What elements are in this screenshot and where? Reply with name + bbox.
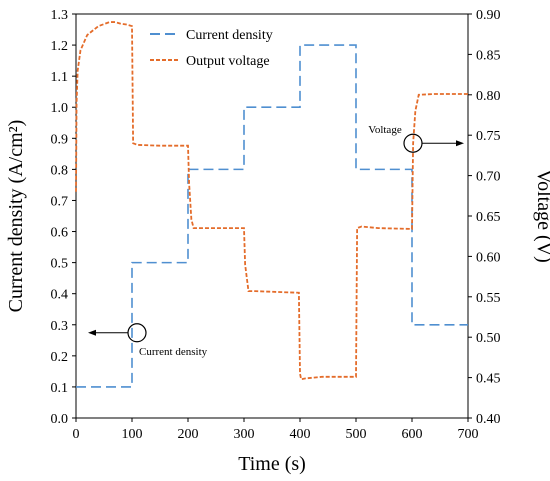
y-right-tick-label: 0.40 bbox=[476, 412, 501, 427]
plot-frame bbox=[75, 13, 469, 419]
legend-label-1: Output voltage bbox=[186, 54, 270, 69]
y-left-tick-label: 0.2 bbox=[51, 350, 69, 365]
y-left-tick-label: 0.6 bbox=[51, 226, 69, 241]
y-right-tick-label: 0.85 bbox=[476, 48, 501, 63]
y-left-tick-label: 1.0 bbox=[51, 101, 69, 116]
x-tick-label: 200 bbox=[178, 427, 199, 442]
y-left-tick-label: 0.1 bbox=[51, 381, 69, 396]
y-right-tick-label: 0.70 bbox=[476, 170, 501, 185]
x-tick-label: 300 bbox=[234, 427, 255, 442]
y-axis-left-title: Current density (A/cm²) bbox=[5, 120, 27, 313]
y-left-tick-label: 0.4 bbox=[51, 288, 69, 303]
x-tick-label: 400 bbox=[290, 427, 311, 442]
x-tick-label: 100 bbox=[122, 427, 143, 442]
series-line-1 bbox=[75, 21, 468, 381]
y-left-tick-label: 0.9 bbox=[51, 132, 69, 147]
series-layer bbox=[75, 21, 468, 388]
axes: 0 100 200 300 400 500 600 700 0.0 0.1 0.2 0.3 0.4 0.5… bbox=[51, 8, 501, 442]
y-left-tick-label: 1.2 bbox=[51, 39, 69, 54]
annotations: Current density Voltage bbox=[88, 124, 464, 358]
annotation-arrowhead-current bbox=[88, 329, 96, 336]
y-right-tick-label: 0.45 bbox=[476, 372, 501, 387]
y-left-tick-label: 0.0 bbox=[51, 412, 69, 427]
y-axis-right-title: Voltage (V) bbox=[533, 169, 550, 263]
annotation-label-voltage: Voltage bbox=[368, 124, 402, 136]
annotation-arrowhead-voltage bbox=[456, 140, 464, 147]
y-left-tick-label: 0.3 bbox=[51, 319, 69, 334]
y-right-tick-label: 0.55 bbox=[476, 291, 501, 306]
y-right-tick-label: 0.60 bbox=[476, 250, 501, 265]
y-right-tick-label: 0.65 bbox=[476, 210, 501, 225]
y-right-tick-label: 0.75 bbox=[476, 129, 501, 144]
annotation-circle-current bbox=[127, 323, 147, 343]
y-left-tick-label: 0.8 bbox=[51, 163, 69, 178]
y-right-tick-label: 0.80 bbox=[476, 89, 501, 104]
x-axis-title: Time (s) bbox=[238, 453, 306, 475]
y-right-tick-label: 0.90 bbox=[476, 8, 501, 23]
legend-label-0: Current density bbox=[186, 28, 273, 43]
y-left-tick-label: 1.1 bbox=[51, 70, 69, 85]
y-right-tick-label: 0.50 bbox=[476, 331, 501, 346]
y-left-tick-label: 0.7 bbox=[51, 194, 69, 209]
x-tick-label: 500 bbox=[346, 427, 367, 442]
series-line-0 bbox=[76, 44, 468, 388]
x-tick-label: 0 bbox=[73, 427, 80, 442]
annotation-label-current: Current density bbox=[139, 346, 208, 358]
y-left-tick-label: 0.5 bbox=[51, 257, 69, 272]
legend: Current density Output voltage bbox=[150, 28, 273, 69]
x-tick-label: 700 bbox=[458, 427, 479, 442]
y-left-tick-label: 1.3 bbox=[51, 8, 69, 23]
x-tick-label: 600 bbox=[402, 427, 423, 442]
